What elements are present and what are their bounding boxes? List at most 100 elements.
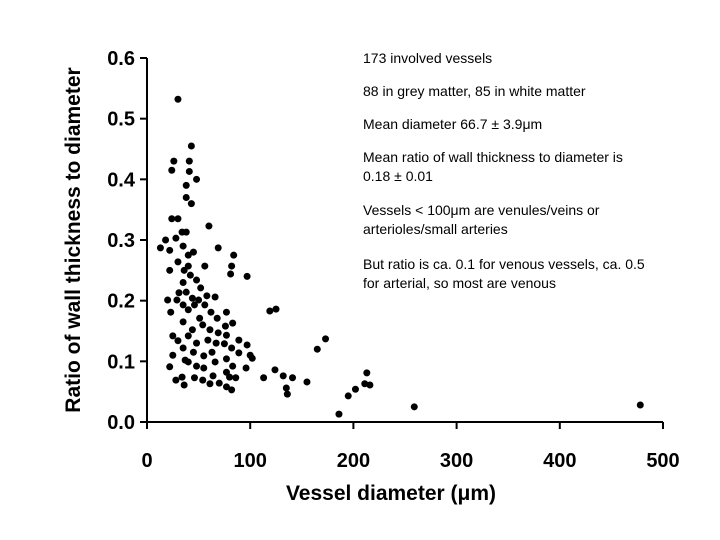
point bbox=[189, 348, 197, 356]
y-tick-label: 0.4 bbox=[107, 169, 136, 191]
annotation: Mean diameter 66.7 ± 3.9μm bbox=[363, 116, 542, 132]
point bbox=[272, 305, 280, 313]
y-tick-label: 0.0 bbox=[107, 412, 135, 434]
point bbox=[178, 373, 186, 381]
point bbox=[184, 332, 192, 340]
point bbox=[188, 326, 196, 334]
point bbox=[185, 167, 193, 175]
point bbox=[179, 301, 187, 309]
point bbox=[193, 276, 201, 284]
point bbox=[190, 301, 198, 309]
annotation: 0.18 ± 0.01 bbox=[363, 168, 433, 184]
point bbox=[199, 376, 207, 384]
annotation: for arterial, so most are venous bbox=[363, 275, 556, 291]
point bbox=[169, 332, 177, 340]
point bbox=[227, 270, 235, 278]
point bbox=[242, 364, 250, 372]
x-tick-label: 400 bbox=[543, 450, 576, 472]
point bbox=[199, 321, 207, 329]
y-tick-label: 0.5 bbox=[107, 109, 135, 131]
point bbox=[172, 376, 180, 384]
point bbox=[201, 301, 209, 309]
y-tick-label: 0.6 bbox=[107, 48, 135, 70]
point bbox=[168, 166, 176, 174]
point bbox=[212, 339, 220, 347]
y-tick-label: 0.3 bbox=[107, 230, 135, 252]
point bbox=[166, 246, 174, 254]
annotation: 88 in grey matter, 85 in white matter bbox=[363, 83, 586, 99]
point bbox=[187, 142, 195, 150]
point bbox=[207, 308, 215, 316]
point bbox=[220, 340, 228, 348]
point bbox=[201, 262, 209, 270]
point bbox=[185, 157, 193, 165]
point bbox=[211, 358, 219, 366]
x-tick-label: 200 bbox=[337, 450, 370, 472]
point bbox=[162, 236, 170, 244]
y-tick-label: 0.1 bbox=[107, 351, 135, 373]
point bbox=[283, 390, 291, 398]
point bbox=[182, 181, 190, 189]
point bbox=[180, 381, 188, 389]
point bbox=[208, 348, 216, 356]
point bbox=[221, 322, 229, 330]
point bbox=[351, 385, 359, 393]
point bbox=[196, 314, 204, 322]
point bbox=[193, 339, 201, 347]
point bbox=[172, 234, 180, 242]
point bbox=[410, 403, 418, 411]
point bbox=[179, 344, 187, 352]
point bbox=[248, 354, 256, 362]
point bbox=[289, 374, 297, 382]
point bbox=[179, 278, 187, 286]
point bbox=[187, 200, 195, 208]
point bbox=[636, 401, 644, 409]
x-tick-label: 100 bbox=[234, 450, 267, 472]
point bbox=[230, 251, 238, 259]
point bbox=[166, 363, 174, 371]
point bbox=[215, 379, 223, 387]
point bbox=[200, 352, 208, 360]
annotation: Mean ratio of wall thickness to diameter… bbox=[363, 149, 623, 165]
point bbox=[206, 326, 214, 334]
point bbox=[209, 372, 217, 380]
point bbox=[173, 296, 181, 304]
point bbox=[168, 215, 176, 223]
annotation: But ratio is ca. 0.1 for venous vessels,… bbox=[363, 256, 645, 272]
point bbox=[313, 345, 321, 353]
point bbox=[366, 381, 374, 389]
point bbox=[229, 319, 237, 327]
y-axis-title: Ratio of wall thickness to diameter bbox=[62, 67, 85, 412]
point bbox=[303, 378, 311, 386]
point bbox=[228, 262, 236, 270]
point bbox=[226, 373, 234, 381]
point bbox=[222, 355, 230, 363]
point bbox=[174, 215, 182, 223]
point bbox=[206, 380, 214, 388]
point bbox=[166, 266, 174, 274]
point bbox=[229, 362, 237, 370]
point bbox=[184, 306, 192, 314]
point bbox=[228, 344, 236, 352]
point bbox=[235, 349, 243, 357]
point bbox=[164, 296, 172, 304]
point bbox=[182, 288, 190, 296]
point bbox=[271, 366, 279, 374]
x-tick-label: 0 bbox=[141, 450, 152, 472]
point bbox=[197, 284, 205, 292]
point bbox=[243, 341, 251, 349]
point bbox=[186, 271, 194, 279]
x-tick-label: 300 bbox=[440, 450, 473, 472]
point bbox=[335, 410, 343, 418]
annotation: 173 involved vessels bbox=[363, 50, 492, 66]
point bbox=[344, 392, 352, 400]
point bbox=[190, 374, 198, 382]
point bbox=[211, 293, 219, 301]
point bbox=[188, 294, 196, 302]
point bbox=[213, 314, 221, 322]
x-tick-label: 500 bbox=[646, 450, 679, 472]
point bbox=[205, 222, 213, 230]
point bbox=[222, 331, 230, 339]
point bbox=[282, 384, 290, 392]
point bbox=[222, 383, 230, 391]
